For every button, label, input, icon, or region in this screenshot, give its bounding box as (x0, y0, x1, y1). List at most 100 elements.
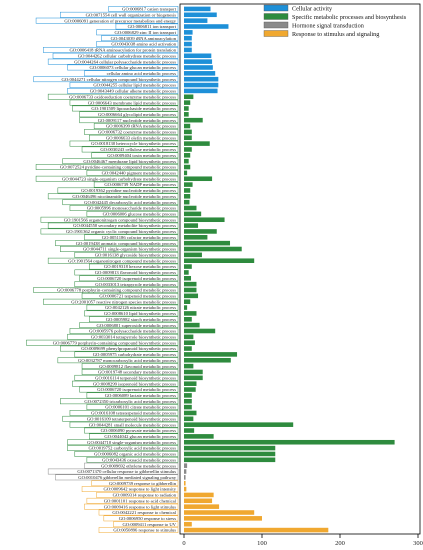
category-label: GO:2001057 reactive nitrogen species met… (71, 299, 176, 304)
category-label: cellular amino acid metabolic process (107, 71, 177, 76)
category-label-box (35, 17, 179, 24)
category-label-box (89, 433, 179, 440)
bar (184, 281, 197, 287)
bar (184, 141, 210, 146)
bar (184, 480, 186, 486)
category-label-box (43, 47, 179, 53)
bar (184, 486, 187, 492)
category-label: GO:0008610 lipid biosynthetic process (104, 311, 176, 316)
bar (184, 475, 186, 480)
bars (184, 6, 395, 533)
legend-swatch (263, 13, 289, 20)
category-label: GO:1901564 organonitrogen compound metab… (68, 258, 176, 263)
category-label-box (101, 35, 179, 42)
category-label-box (81, 292, 179, 299)
x-tick-label: 300 (413, 540, 423, 547)
bar (184, 47, 192, 53)
category-label-box (81, 369, 179, 375)
category-label-box (81, 146, 179, 153)
category-label: GO:0009404 toxin metabolic process (107, 153, 176, 158)
category-label-box (74, 251, 179, 258)
category-label: GO:1901362 organic cyclic compound biosy… (66, 229, 176, 234)
category-label: GO:0044264 cellular polysaccharide metab… (74, 59, 176, 64)
category-label: GO:0001101 response to acid chemical (104, 498, 177, 503)
bar (184, 88, 218, 94)
category-label: GO:0009314 response to radiation (113, 493, 177, 498)
category-label: GO:0043436 oxoacid metabolic process (102, 457, 176, 462)
category-label: GO:0042126 nitrate metabolic process (105, 305, 176, 310)
bar (184, 82, 219, 88)
category-label-box (47, 193, 179, 200)
bar (184, 217, 225, 223)
category-label-box (98, 527, 179, 533)
bar (184, 170, 188, 176)
bar (184, 516, 262, 521)
category-label: GO:0044271 cellular nitrogen compound bi… (62, 77, 177, 82)
category-label-box (57, 187, 179, 194)
category-label: GO:0016114 terpenoid biosynthetic proces… (95, 375, 176, 380)
category-label-box (67, 88, 179, 94)
category-label: GO:1901566 organonitrogen compound biosy… (64, 217, 176, 222)
bar (184, 41, 192, 47)
bar (184, 76, 219, 82)
bar (184, 504, 220, 509)
category-label-box (35, 175, 179, 182)
category-label: GO:0044042 glucan metabolic process (104, 434, 176, 439)
category-label-box (33, 76, 179, 83)
category-label: GO:0006801 superoxide metabolic process (97, 323, 177, 328)
category-label-box (55, 474, 179, 481)
category-label-box (74, 269, 179, 276)
category-label: GO:0018130 heterocycle biosynthetic proc… (91, 141, 176, 146)
bar (184, 363, 194, 369)
category-label-box (84, 427, 179, 434)
bar (184, 346, 192, 351)
category-label-box (60, 345, 179, 352)
x-tick-label: 200 (335, 540, 345, 547)
category-label-box (86, 392, 179, 399)
bar (184, 428, 195, 433)
category-label-box (26, 339, 179, 346)
category-label: GO:0046496 nicotinamide nucleotide metab… (72, 194, 176, 199)
category-label: GO:0042221 response to chemical (112, 510, 176, 515)
category-label-box (47, 58, 179, 65)
plot-area (179, 3, 421, 535)
category-label-box (72, 105, 179, 112)
category-label: GO:0006817 cation transport (122, 7, 177, 12)
bar (184, 293, 199, 299)
bar (184, 194, 191, 199)
category-label-box (47, 257, 179, 264)
category-label-box (84, 462, 179, 469)
category-label-box (81, 363, 179, 369)
category-label-box (86, 170, 179, 176)
category-label: GO:0008299 isoprenoid biosynthetic proce… (93, 381, 176, 386)
bar (184, 410, 197, 416)
bar (184, 246, 242, 252)
category-label-box (33, 287, 179, 293)
bar (184, 381, 197, 386)
category-label: GO:0006090 pyruvate metabolic process (101, 428, 177, 433)
bar (184, 387, 196, 392)
bar (184, 305, 188, 310)
category-label-box (86, 404, 179, 410)
category-label: GO:0006829 zinc II ion transport (115, 30, 177, 35)
category-label-box (79, 275, 179, 282)
bar (184, 147, 192, 152)
category-label: GO:1901509 lipooachaside metabolic proce… (91, 106, 176, 111)
category-label-box (89, 263, 179, 270)
bar (184, 398, 192, 404)
bar (184, 6, 211, 12)
category-label: GO:0009812 flavonoid metabolic process (99, 364, 176, 369)
category-label: GO:0072350 tricarboxylic acid metabolic … (84, 399, 176, 404)
category-label: GO:0009416 response to light stimulus (104, 504, 176, 509)
category-label: GO:0043039 tRNA aminoacylation (111, 36, 177, 41)
bar (184, 311, 197, 316)
bar (184, 510, 255, 515)
category-label: GO:0006089 lactate metabolic process (105, 393, 177, 398)
category-label-box (86, 456, 179, 463)
category-label-box (69, 421, 179, 428)
bar (184, 240, 231, 246)
category-label-box (96, 29, 179, 36)
category-label: GO:0006418 tRNA aminoacylation for prote… (69, 48, 176, 53)
bar (184, 393, 192, 398)
